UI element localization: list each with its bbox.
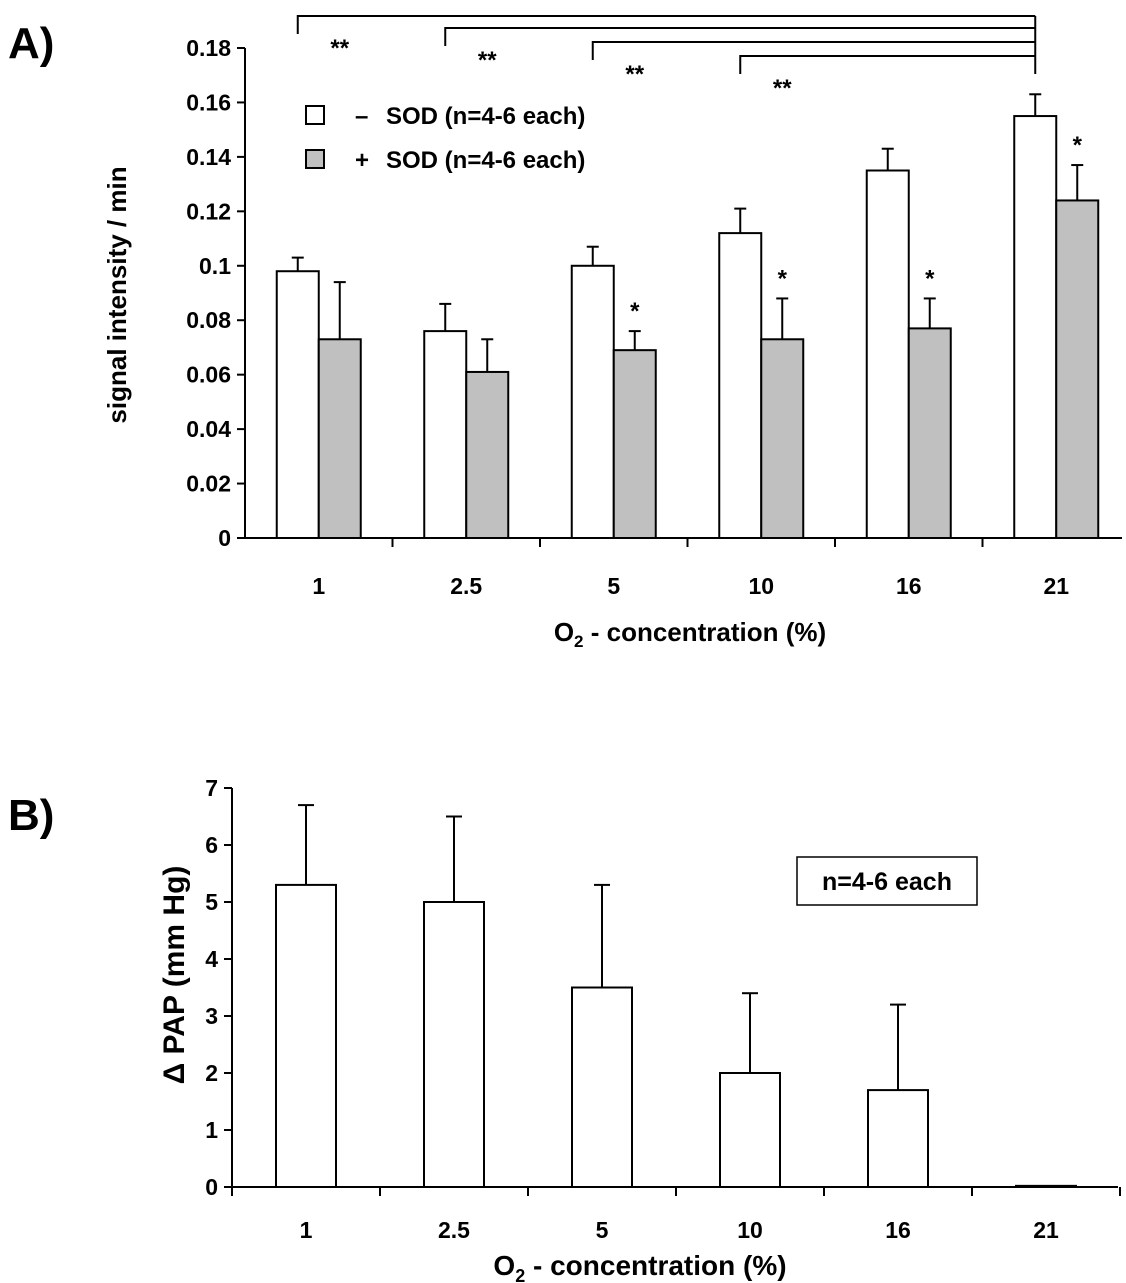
- significance-bracket-label: **: [625, 61, 644, 88]
- y-tick-label: 3: [205, 1003, 218, 1029]
- y-tick-label: 4: [205, 946, 218, 972]
- significance-bracket: [444, 27, 1036, 46]
- y-tick-label: 0.14: [186, 144, 231, 170]
- legend-sign-minus: –: [355, 103, 368, 130]
- x-tick-label: 10: [737, 1217, 763, 1243]
- bar-delta-pap: [275, 883, 337, 1189]
- bar-minus-sod: [1013, 115, 1058, 540]
- y-tick-label: 0.04: [186, 416, 231, 442]
- y-tick-label: 0.18: [186, 35, 231, 61]
- bar-delta-pap: [867, 1089, 929, 1188]
- x-tick-label: 2.5: [450, 573, 482, 599]
- legend-swatch-minus-sod: [305, 105, 325, 125]
- significance-bracket: [739, 55, 1036, 74]
- x-tick-label: 16: [896, 573, 922, 599]
- bar-plus-sod: [1055, 199, 1100, 539]
- y-tick-label: 0.12: [186, 198, 231, 224]
- bar-minus-sod: [275, 270, 320, 539]
- panel-a-x-axis-title: O2 - concentration (%): [554, 617, 826, 651]
- panel-a-label: A): [8, 19, 54, 68]
- annotation-n-each: n=4-6 each: [822, 868, 952, 896]
- bar-plus-sod: [465, 370, 510, 540]
- panel-b-label: B): [8, 791, 54, 840]
- panel-b-y-axis-title: Δ PAP (mm Hg): [158, 866, 191, 1085]
- y-tick-label: 5: [205, 889, 218, 915]
- bar-minus-sod: [718, 232, 763, 539]
- x-tick-label: 5: [607, 573, 620, 599]
- bar-minus-sod: [423, 330, 468, 539]
- y-tick-label: 7: [205, 775, 218, 801]
- significance-bracket-label: **: [478, 47, 497, 74]
- significance-marker: *: [630, 298, 640, 325]
- panel-b: B) Δ PAP (mm Hg) O2 - concentration (%) …: [8, 775, 1121, 1283]
- y-tick-label: 1: [205, 1117, 218, 1143]
- y-tick-label: 0.1: [199, 253, 231, 279]
- y-tick-label: 0: [205, 1174, 218, 1200]
- significance-bracket: [296, 15, 1036, 34]
- x-tick-label: 21: [1033, 1217, 1059, 1243]
- legend-swatch-plus-sod: [305, 149, 325, 169]
- significance-bracket: [591, 41, 1036, 60]
- x-tick-label: 16: [885, 1217, 911, 1243]
- bar-plus-sod: [760, 338, 805, 539]
- x-tick-label: 21: [1043, 573, 1069, 599]
- bar-delta-pap: [423, 901, 485, 1188]
- y-tick-label: 0.08: [186, 307, 231, 333]
- significance-marker: *: [778, 265, 788, 292]
- y-tick-label: 2: [205, 1060, 218, 1086]
- legend-sign-plus: +: [355, 147, 369, 174]
- y-tick-label: 0.02: [186, 471, 231, 497]
- significance-marker: *: [1073, 132, 1083, 159]
- x-tick-label: 2.5: [438, 1217, 470, 1243]
- y-tick-label: 0: [218, 525, 231, 551]
- bar-minus-sod: [865, 169, 910, 539]
- bar-delta-pap: [719, 1072, 781, 1188]
- significance-bracket-label: **: [330, 35, 349, 62]
- panel-a: A) signal intensity / min O2 - concentra…: [8, 15, 1122, 651]
- x-tick-label: 10: [748, 573, 774, 599]
- legend-label-plus-sod: SOD (n=4-6 each): [386, 147, 585, 174]
- bar-plus-sod: [612, 349, 657, 539]
- bar-plus-sod: [907, 327, 952, 539]
- x-tick-label: 1: [312, 573, 325, 599]
- panel-a-y-axis-title: signal intensity / min: [102, 166, 132, 423]
- y-tick-label: 6: [205, 832, 218, 858]
- panel-b-x-axis-title: O2 - concentration (%): [493, 1250, 786, 1283]
- bar-delta-pap: [571, 986, 633, 1188]
- bar-plus-sod: [317, 338, 362, 539]
- x-tick-label: 5: [596, 1217, 609, 1243]
- legend-label-minus-sod: SOD (n=4-6 each): [386, 103, 585, 130]
- annotation-box: [796, 856, 978, 906]
- y-tick-label: 0.16: [186, 89, 231, 115]
- bar-minus-sod: [570, 264, 615, 539]
- x-tick-label: 1: [300, 1217, 313, 1243]
- significance-bracket-label: **: [773, 75, 792, 102]
- y-tick-label: 0.06: [186, 362, 231, 388]
- significance-marker: *: [925, 265, 935, 292]
